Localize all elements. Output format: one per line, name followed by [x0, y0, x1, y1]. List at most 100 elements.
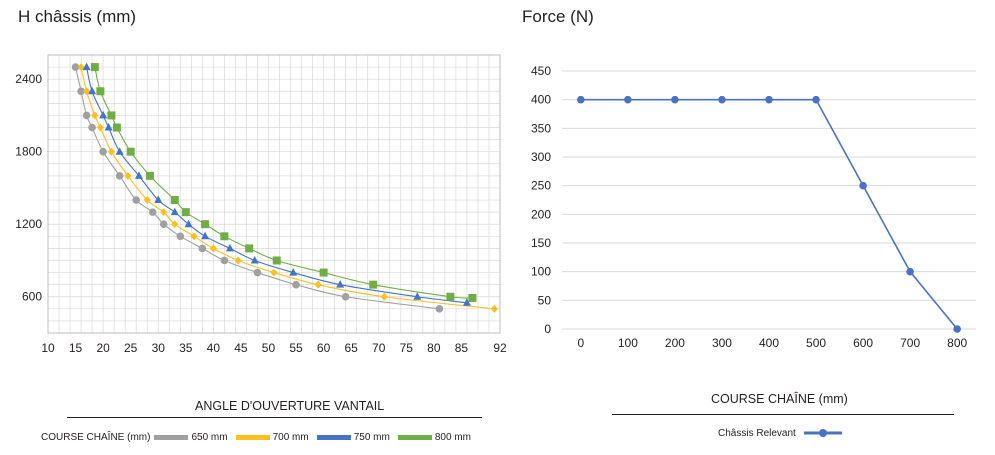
left-x-axis-rule — [67, 417, 482, 418]
data-point — [132, 196, 140, 204]
data-point — [124, 171, 132, 180]
data-point — [91, 111, 99, 120]
data-point — [88, 123, 96, 132]
x-tick-label: 100 — [618, 336, 638, 350]
data-point — [170, 207, 179, 216]
data-point — [319, 268, 328, 277]
right-legend: Châssis Relevant — [718, 427, 844, 439]
data-point — [380, 292, 388, 301]
data-point — [90, 63, 99, 72]
data-point — [82, 87, 91, 96]
data-point — [253, 268, 262, 277]
x-tick-label: 40 — [207, 341, 221, 355]
data-point — [435, 305, 444, 313]
x-tick-label: 700 — [900, 336, 920, 350]
x-tick-label: 45 — [234, 341, 248, 355]
data-point — [292, 280, 300, 289]
data-point — [159, 220, 168, 229]
data-point — [209, 244, 217, 253]
x-tick-label: 300 — [712, 336, 732, 350]
data-point — [134, 171, 143, 179]
y-tick-label: 0 — [544, 322, 551, 336]
x-tick-label: 500 — [806, 336, 826, 350]
data-point — [107, 147, 115, 156]
data-point — [765, 95, 773, 104]
data-point — [468, 293, 477, 302]
data-point — [143, 196, 151, 205]
data-point — [336, 280, 345, 288]
data-point — [314, 280, 322, 289]
data-point — [160, 208, 168, 217]
y-tick-label: 450 — [531, 64, 551, 78]
x-tick-label: 10 — [41, 341, 55, 355]
data-point — [446, 292, 455, 301]
data-point — [77, 63, 85, 72]
y-tick-label: 50 — [538, 293, 552, 307]
x-tick-label: 65 — [344, 341, 358, 355]
y-tick-label: 250 — [531, 179, 551, 193]
left-legend: COURSE CHAÎNE (mm) 650 mm 700 mm 750 mm … — [41, 432, 475, 443]
x-tick-label: 25 — [124, 341, 138, 355]
data-point — [181, 208, 190, 217]
y-tick-label: 600 — [22, 290, 42, 304]
data-point — [220, 232, 229, 241]
left-chart-title: H châssis (mm) — [18, 7, 137, 26]
x-tick-label: 92 — [493, 341, 507, 355]
data-point — [154, 195, 163, 204]
data-point — [71, 63, 80, 71]
data-point — [369, 280, 378, 289]
legend-label-800: 800 mm — [434, 432, 471, 443]
x-tick-label: 70 — [372, 341, 386, 355]
x-tick-label: 200 — [665, 336, 685, 350]
right-x-axis-title: COURSE CHAÎNE (mm) — [711, 392, 848, 406]
left-x-axis-title: ANGLE D'OUVERTURE VANTAIL — [195, 399, 385, 413]
data-point — [234, 256, 242, 265]
data-point — [718, 95, 726, 104]
data-point — [812, 95, 820, 104]
data-point — [148, 208, 157, 216]
x-tick-label: 55 — [289, 341, 303, 355]
x-tick-label: 400 — [759, 336, 779, 350]
x-tick-label: 35 — [179, 341, 193, 355]
right-chart-title: Force (N) — [522, 7, 594, 26]
data-point — [201, 220, 210, 229]
legend-swatch-700 — [235, 435, 270, 440]
data-point — [490, 304, 499, 313]
data-point — [198, 244, 207, 253]
data-point — [184, 219, 193, 228]
y-tick-label: 200 — [531, 207, 551, 221]
legend-label-700: 700 mm — [272, 432, 309, 443]
data-point — [250, 255, 259, 264]
left-chart: 10 15 20 25 30 35 40 45 50 55 60 65 70 75 80 85 92 600 120… — [15, 54, 507, 355]
data-point — [96, 123, 104, 132]
y-tick-label: 300 — [531, 150, 551, 164]
data-point — [341, 292, 350, 301]
legend-swatch-750 — [316, 435, 351, 440]
data-point — [115, 147, 124, 155]
data-point — [245, 244, 254, 253]
legend-label-650: 650 mm — [191, 432, 228, 443]
y-tick-label: 400 — [531, 93, 551, 107]
legend-swatch-800 — [397, 435, 432, 440]
x-tick-label: 85 — [455, 341, 469, 355]
data-point — [671, 95, 679, 104]
x-tick-label: 50 — [262, 341, 276, 355]
data-point — [126, 147, 135, 156]
data-point — [115, 172, 124, 180]
y-tick-label: 1800 — [15, 145, 42, 159]
data-point — [107, 111, 116, 120]
series-line-3 — [94, 66, 473, 299]
x-tick-label: 20 — [96, 341, 110, 355]
data-point — [190, 232, 198, 241]
x-tick-label: 800 — [947, 336, 967, 350]
data-point — [859, 181, 867, 190]
data-point — [201, 231, 210, 240]
data-point — [577, 95, 585, 104]
right-legend-swatch — [803, 429, 842, 437]
data-point — [413, 292, 422, 300]
y-tick-label: 2400 — [15, 72, 42, 86]
y-tick-label: 100 — [531, 265, 551, 279]
data-point — [77, 87, 85, 96]
data-point — [104, 123, 113, 131]
left-legend-title: COURSE CHAÎNE (mm) — [41, 432, 151, 443]
